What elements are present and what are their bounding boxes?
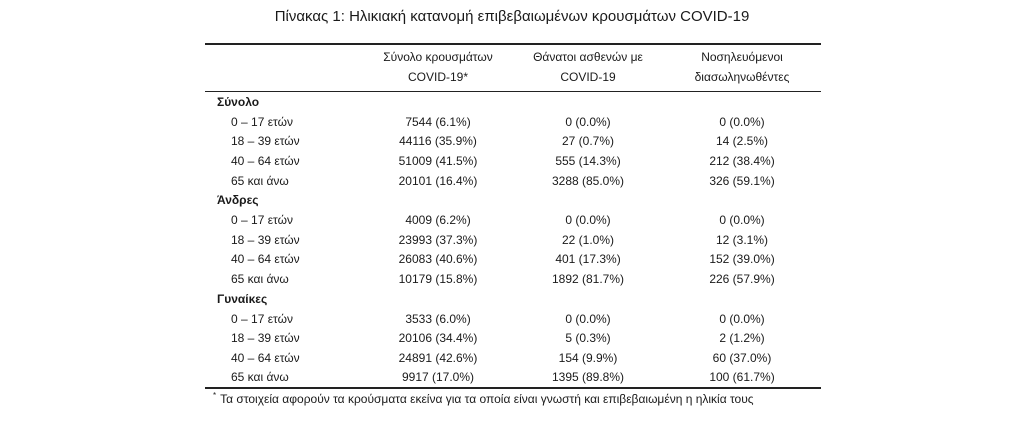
- intubated-cell: 2 (1.2%): [719, 331, 765, 346]
- header-deaths-line1: Θάνατοι ασθενών με: [533, 50, 643, 64]
- header-deaths-line2: COVID-19: [560, 70, 616, 84]
- header-intubated-line2: διασωληνωθέντες: [694, 70, 790, 84]
- age-label: 18 – 39 ετών: [231, 232, 300, 247]
- age-label: 18 – 39 ετών: [231, 331, 300, 346]
- intubated-cell: 12 (3.1%): [715, 232, 769, 247]
- age-label: 0 – 17 ετών: [231, 213, 293, 228]
- group-row: Γυναίκες: [205, 289, 821, 309]
- group-row: Άνδρες: [205, 190, 821, 210]
- header-empty: [205, 43, 363, 92]
- deaths-cell: 27 (0.7%): [561, 134, 615, 149]
- deaths-cell: 1892 (81.7%): [551, 271, 625, 286]
- table-row: 0 – 17 ετών 7544 (6.1%) 0 (0.0%) 0 (0.0%): [205, 112, 821, 132]
- intubated-cell: 326 (59.1%): [709, 173, 775, 188]
- intubated-cell: 226 (57.9%): [709, 271, 775, 286]
- cases-cell: 20101 (16.4%): [398, 173, 478, 188]
- deaths-cell: 555 (14.3%): [555, 153, 621, 168]
- header-intubated-line1: Νοσηλευόμενοι: [701, 50, 783, 64]
- data-table-container: Σύνολο κρουσμάτων COVID-19* Θάνατοι ασθε…: [205, 43, 821, 390]
- table-row: 18 – 39 ετών 20106 (34.4%) 5 (0.3%) 2 (1.2%…: [205, 328, 821, 348]
- age-label: 18 – 39 ετών: [231, 134, 300, 149]
- cases-cell: 26083 (40.6%): [398, 252, 478, 267]
- cases-cell: 10179 (15.8%): [398, 271, 478, 286]
- cases-cell: 9917 (17.0%): [363, 367, 513, 390]
- header-total-cases-line2: COVID-19*: [407, 70, 469, 84]
- table-row: 65 και άνω 10179 (15.8%) 1892 (81.7%) 226 (…: [205, 269, 821, 289]
- table-row: 18 – 39 ετών 23993 (37.3%) 22 (1.0%) 12 (3.…: [205, 230, 821, 250]
- age-label: 65 και άνω: [231, 173, 289, 188]
- table-header: Σύνολο κρουσμάτων COVID-19* Θάνατοι ασθε…: [205, 43, 821, 92]
- cases-cell: 20106 (34.4%): [398, 331, 478, 346]
- cases-cell: 51009 (41.5%): [398, 153, 478, 168]
- table-row: 40 – 64 ετών 51009 (41.5%) 555 (14.3%) 212 …: [205, 151, 821, 171]
- intubated-cell: 212 (38.4%): [709, 153, 775, 168]
- table-row: 65 και άνω 9917 (17.0%) 1395 (89.8%) 100 (6…: [205, 367, 821, 390]
- age-distribution-table: Σύνολο κρουσμάτων COVID-19* Θάνατοι ασθε…: [205, 43, 821, 390]
- deaths-cell: 22 (1.0%): [561, 232, 615, 247]
- age-label: 0 – 17 ετών: [231, 114, 293, 129]
- group-label: Γυναίκες: [217, 291, 268, 306]
- table-title: Πίνακας 1: Ηλικιακή κατανομή επιβεβαιωμέ…: [274, 8, 750, 25]
- intubated-cell: 14 (2.5%): [715, 134, 769, 149]
- table-row: 0 – 17 ετών 4009 (6.2%) 0 (0.0%) 0 (0.0%): [205, 210, 821, 230]
- intubated-cell: 60 (37.0%): [712, 350, 772, 365]
- cases-cell: 3533 (6.0%): [405, 311, 471, 326]
- header-total-cases-line1: Σύνολο κρουσμάτων: [383, 50, 493, 64]
- footnote: * Τα στοιχεία αφορούν τα κρούσματα εκείνα…: [213, 391, 754, 406]
- deaths-cell: 3288 (85.0%): [551, 173, 625, 188]
- header-intubated: Νοσηλευόμενοι διασωληνωθέντες: [663, 43, 821, 92]
- age-label: 40 – 64 ετών: [231, 350, 300, 365]
- cases-cell: 4009 (6.2%): [405, 213, 471, 228]
- group-label: Σύνολο: [217, 95, 260, 109]
- table-row: 0 – 17 ετών 3533 (6.0%) 0 (0.0%) 0 (0.0%): [205, 309, 821, 329]
- intubated-cell: 152 (39.0%): [709, 252, 775, 267]
- intubated-cell: 0 (0.0%): [719, 311, 765, 326]
- table-row: 18 – 39 ετών 44116 (35.9%) 27 (0.7%) 14 (2.…: [205, 132, 821, 152]
- cases-cell: 44116 (35.9%): [399, 134, 477, 149]
- group-label: Άνδρες: [217, 193, 259, 208]
- deaths-cell: 401 (17.3%): [555, 252, 621, 267]
- header-deaths: Θάνατοι ασθενών με COVID-19: [513, 43, 663, 92]
- deaths-cell: 1395 (89.8%): [513, 367, 663, 390]
- cases-cell: 24891 (42.6%): [398, 350, 478, 365]
- footnote-marker: *: [213, 391, 217, 400]
- age-label: 65 και άνω: [231, 271, 289, 286]
- age-label: 40 – 64 ετών: [231, 252, 300, 267]
- intubated-cell: 0 (0.0%): [719, 114, 765, 129]
- table-row: 40 – 64 ετών 26083 (40.6%) 401 (17.3%) 152 …: [205, 250, 821, 270]
- cases-cell: 7544 (6.1%): [405, 114, 471, 129]
- deaths-cell: 0 (0.0%): [565, 311, 611, 326]
- age-label: 0 – 17 ετών: [231, 311, 293, 326]
- deaths-cell: 154 (9.9%): [558, 350, 618, 365]
- footnote-text: Τα στοιχεία αφορούν τα κρούσματα εκείνα …: [220, 392, 754, 406]
- deaths-cell: 5 (0.3%): [565, 331, 611, 346]
- header-total-cases: Σύνολο κρουσμάτων COVID-19*: [363, 43, 513, 92]
- intubated-cell: 100 (61.7%): [663, 367, 821, 390]
- deaths-cell: 0 (0.0%): [565, 114, 611, 129]
- header-row: Σύνολο κρουσμάτων COVID-19* Θάνατοι ασθε…: [205, 43, 821, 92]
- group-row: Σύνολο: [205, 92, 821, 113]
- table-row: 40 – 64 ετών 24891 (42.6%) 154 (9.9%) 60 (3…: [205, 348, 821, 368]
- intubated-cell: 0 (0.0%): [719, 213, 765, 228]
- deaths-cell: 0 (0.0%): [565, 213, 611, 228]
- cases-cell: 23993 (37.3%): [398, 232, 478, 247]
- table-body: Σύνολο 0 – 17 ετών 7544 (6.1%) 0 (0.0%) 0 (0…: [205, 92, 821, 390]
- age-label: 40 – 64 ετών: [231, 153, 300, 168]
- age-label: 65 και άνω: [205, 367, 363, 390]
- table-row: 65 και άνω 20101 (16.4%) 3288 (85.0%) 326 (…: [205, 171, 821, 191]
